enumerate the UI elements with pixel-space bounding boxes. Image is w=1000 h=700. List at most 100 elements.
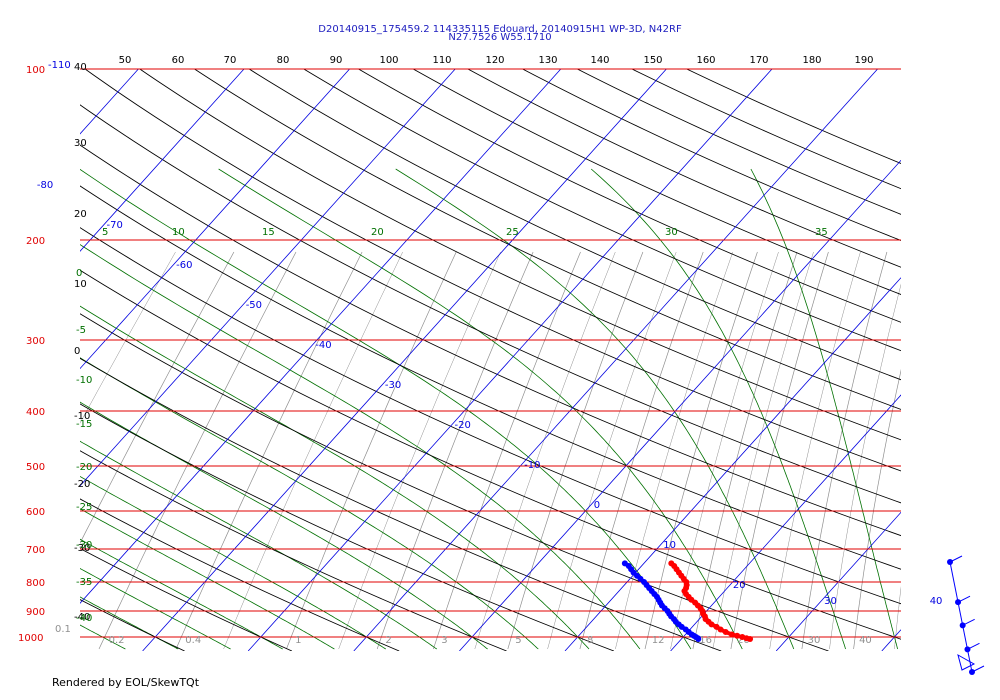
mixing-ratio-line — [730, 251, 829, 650]
mixing-ratio-line — [579, 251, 704, 650]
isotherm-line — [80, 69, 562, 604]
isotherm-label: 0 — [594, 500, 600, 511]
mixing-ratio-label: 0.2 — [109, 635, 125, 646]
theta-left-label: 20 — [74, 209, 87, 220]
isotherm-line — [247, 69, 773, 651]
moist-adiabat — [80, 624, 126, 650]
wind-barb — [962, 618, 975, 626]
thetae-top-label: 5 — [102, 227, 108, 238]
isotherm-label: -30 — [385, 380, 401, 391]
thetae-left-label: -40 — [76, 613, 92, 624]
pressure-label: 300 — [26, 336, 45, 347]
theta-left-label: 30 — [74, 138, 87, 149]
mixing-ratio-line — [376, 251, 534, 650]
theta-top-label: 90 — [330, 55, 343, 66]
mixing-ratio-line — [957, 252, 1000, 649]
thetae-left-label: -5 — [76, 325, 86, 336]
mixing-ratio-label: 16 — [699, 635, 712, 646]
dry-adiabat — [577, 69, 901, 215]
theta-top-label: 160 — [696, 55, 715, 66]
isotherm-line — [670, 394, 901, 651]
mixing-ratio-line — [894, 586, 901, 650]
thetae-left-label: -20 — [76, 462, 92, 473]
thetae-top-label: 10 — [172, 227, 185, 238]
wind-barb — [971, 665, 985, 673]
wind-staff — [949, 561, 973, 673]
mixing-ratio-line — [615, 251, 734, 650]
pressure-label: 900 — [26, 607, 45, 618]
isotherm-label: -80 — [37, 180, 53, 191]
isotherm-label: 30 — [824, 596, 837, 607]
dry-adiabat — [522, 69, 901, 242]
axis-labels: -110-100-90-80-70-60-50-40-30-20-1001020… — [18, 55, 943, 646]
isotherm-line — [564, 277, 901, 651]
thetae-top-label: 25 — [506, 227, 519, 238]
thetae-top-label: 20 — [371, 227, 384, 238]
thetae-left-label: -15 — [76, 419, 92, 430]
theta-left-label: 10 — [74, 279, 87, 290]
mixing-ratio-label: 3 — [441, 635, 447, 646]
theta-top-label: 110 — [432, 55, 451, 66]
mixing-ratio-label: 5 — [515, 635, 521, 646]
isotherm-line — [80, 69, 245, 252]
mixing-ratio-label: 0.1 — [55, 624, 71, 635]
moist-adiabat — [395, 168, 795, 650]
sounding-data — [621, 560, 754, 642]
dry-adiabat — [80, 313, 829, 651]
isotherm-label: 10 — [663, 540, 676, 551]
temperature-point — [713, 623, 720, 630]
pressure-label: 600 — [26, 507, 45, 518]
dry-adiabat — [686, 69, 901, 164]
isotherm-label: -60 — [176, 260, 192, 271]
theta-left-label: -10 — [74, 411, 90, 422]
isotherm-line — [0, 69, 33, 651]
pressure-label: 1000 — [18, 633, 43, 644]
dry-adiabat — [80, 185, 901, 570]
temperature-point — [722, 629, 729, 636]
wind-barb — [967, 642, 980, 650]
mixing-ratio-label: 1 — [295, 635, 301, 646]
isotherm-label: -70 — [107, 220, 123, 231]
isotherm-label: -20 — [455, 420, 471, 431]
mixing-ratio-line — [80, 251, 176, 424]
mixing-ratio-line — [547, 251, 677, 650]
mixing-ratio-line — [433, 251, 581, 650]
pressure-label: 400 — [26, 407, 45, 418]
mixing-ratio-label: 30 — [808, 635, 821, 646]
mixing-ratio-label: 0.4 — [185, 635, 201, 646]
theta-top-label: 150 — [643, 55, 662, 66]
dry-adiabats — [80, 69, 901, 651]
mixing-ratio-label: 20 — [737, 635, 750, 646]
dry-adiabat — [467, 69, 901, 268]
dry-adiabat — [80, 269, 901, 640]
dry-adiabat — [80, 357, 722, 651]
dry-adiabat — [84, 69, 901, 472]
footer-text: Rendered by EOL/SkewTQt — [52, 676, 200, 689]
isotherm-label: 40 — [930, 596, 943, 607]
thetae-left-label: 0 — [76, 268, 82, 279]
pressure-label: 200 — [26, 236, 45, 247]
isotherm-line — [987, 69, 1000, 651]
theta-top-label: 100 — [379, 55, 398, 66]
theta-left-label: -30 — [74, 543, 90, 554]
isotherm-label: -40 — [315, 340, 331, 351]
mixing-ratio-line — [338, 251, 501, 650]
isotherm-line — [775, 511, 901, 651]
temperature-point — [739, 634, 746, 640]
pressure-label: 800 — [26, 578, 45, 589]
mixing-ratio-line — [644, 251, 758, 650]
dry-adiabat — [631, 69, 901, 190]
dry-adiabat — [80, 144, 901, 537]
mixing-ratio-label: 2 — [385, 635, 391, 646]
isotherm-line — [353, 69, 878, 651]
thetae-left-label: -35 — [76, 577, 92, 588]
mixing-ratio-label: 40 — [859, 635, 872, 646]
theta-top-label: 120 — [485, 55, 504, 66]
mixing-ratio-line — [286, 251, 457, 650]
mixing-ratio-line — [223, 251, 403, 650]
dry-adiabat — [80, 227, 901, 605]
theta-left-label: 0 — [74, 346, 80, 357]
dry-adiabat — [80, 450, 507, 651]
dry-adiabat — [358, 69, 901, 323]
